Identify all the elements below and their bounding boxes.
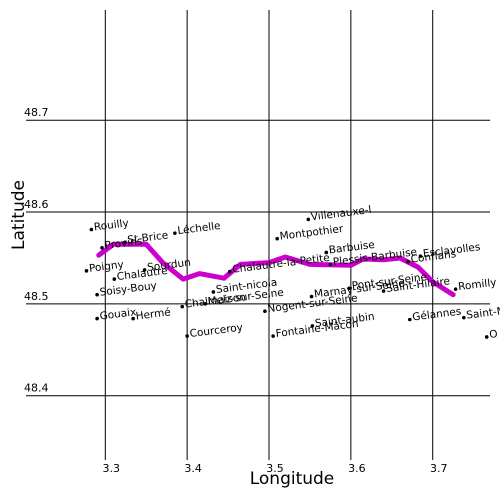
place-marker: Hermé bbox=[131, 306, 171, 323]
place-dot bbox=[462, 315, 466, 320]
place-marker: O bbox=[484, 328, 499, 341]
place-label: Provins bbox=[104, 235, 143, 252]
place-marker: Sourdun bbox=[142, 257, 191, 274]
place-label: Montpothier bbox=[279, 223, 344, 243]
x-tick-label: 3.7 bbox=[430, 462, 448, 475]
place-label: Léchelle bbox=[177, 220, 221, 237]
x-tick-label: 3.5 bbox=[266, 462, 284, 475]
tick-labels: 3.3 3.4 3.5 3.6 3.7 48.4 48.5 48.6 48.7 bbox=[24, 106, 447, 475]
place-dot bbox=[84, 269, 89, 273]
place-dot bbox=[263, 309, 267, 314]
place-label: Gouaix bbox=[99, 306, 137, 322]
place-marker: Léchelle bbox=[173, 220, 221, 237]
place-marker: Conflans bbox=[406, 248, 457, 266]
place-label: Courceroy bbox=[189, 322, 244, 340]
place-marker: Gélannes bbox=[407, 306, 462, 324]
place-dot bbox=[453, 287, 458, 291]
place-label: Rouilly bbox=[93, 217, 129, 233]
place-dot bbox=[406, 259, 410, 264]
place-marker: Provins bbox=[100, 235, 143, 252]
place-label: Soisy-Bouy bbox=[99, 280, 157, 299]
place-marker: Villenauxe-l bbox=[306, 204, 372, 223]
place-label: Conflans bbox=[410, 248, 457, 265]
place-dot bbox=[95, 316, 99, 321]
place-label: Chalautre-la-Petite bbox=[232, 252, 331, 276]
place-marker: Montpothier bbox=[275, 223, 345, 243]
place-dot bbox=[89, 227, 94, 232]
place-dot bbox=[309, 294, 314, 299]
place-marker: Romilly bbox=[453, 277, 498, 294]
place-dot bbox=[203, 302, 207, 306]
place-dot bbox=[211, 290, 216, 294]
place-marker: St-Brice bbox=[123, 229, 169, 246]
y-tick-label: 48.7 bbox=[24, 106, 49, 119]
place-dot bbox=[142, 268, 147, 272]
place-dot bbox=[271, 334, 275, 338]
place-dot bbox=[173, 231, 177, 235]
y-axis-title: Latitude bbox=[9, 180, 29, 250]
place-dot bbox=[227, 269, 232, 274]
place-marker: Barbuise bbox=[324, 239, 375, 257]
place-label: Gélannes bbox=[412, 306, 462, 324]
place-label: Hermé bbox=[135, 306, 171, 322]
place-dot bbox=[180, 304, 185, 309]
place-marker: Poigny bbox=[84, 259, 124, 275]
place-dot bbox=[347, 286, 352, 291]
route-line bbox=[96, 241, 456, 298]
place-label: Saint-Martin bbox=[466, 302, 500, 322]
place-label: Barbuise bbox=[328, 239, 375, 257]
place-dot bbox=[100, 246, 104, 250]
place-dot bbox=[310, 324, 315, 328]
place-dot bbox=[306, 217, 311, 222]
place-label: St-Brice bbox=[127, 229, 169, 246]
place-label: Sourdun bbox=[146, 257, 191, 274]
place-marker: Chalautre-la-Petite bbox=[227, 252, 331, 276]
place-dot bbox=[275, 236, 279, 241]
place-label: Poigny bbox=[88, 259, 124, 275]
place-marker: Soisy-Bouy bbox=[95, 280, 157, 299]
place-dot bbox=[381, 289, 386, 293]
place-label: Villenauxe-l bbox=[310, 204, 372, 223]
place-marker: Rouilly bbox=[89, 217, 129, 233]
x-tick-label: 3.3 bbox=[103, 462, 121, 475]
place-label: O bbox=[489, 328, 499, 341]
grid bbox=[26, 10, 490, 460]
place-dot bbox=[407, 317, 412, 322]
place-dot bbox=[112, 277, 117, 281]
y-tick-label: 48.6 bbox=[24, 198, 49, 211]
y-tick-label: 48.4 bbox=[24, 382, 49, 395]
place-dot bbox=[123, 240, 127, 245]
place-marker: Gouaix bbox=[95, 306, 137, 323]
route-layer bbox=[96, 241, 456, 298]
place-dot bbox=[418, 254, 423, 258]
place-dot bbox=[324, 250, 329, 255]
place-marker: Courceroy bbox=[185, 322, 244, 340]
y-tick-label: 48.5 bbox=[24, 290, 49, 303]
place-dot bbox=[484, 335, 489, 339]
place-dot bbox=[185, 334, 189, 338]
place-marker: Saint-Martin bbox=[462, 302, 500, 322]
place-dot bbox=[131, 316, 135, 321]
place-dot bbox=[95, 292, 99, 297]
x-tick-label: 3.6 bbox=[348, 462, 366, 475]
place-dot bbox=[328, 262, 333, 267]
x-tick-label: 3.4 bbox=[184, 462, 202, 475]
x-axis-title: Longitude bbox=[250, 469, 335, 489]
place-label: Romilly bbox=[458, 277, 498, 294]
